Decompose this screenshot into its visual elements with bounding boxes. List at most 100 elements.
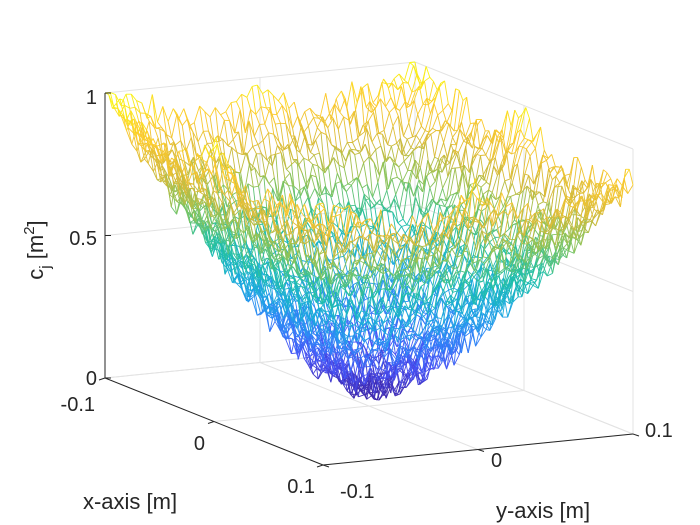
- mesh-y-26-14: [274, 305, 281, 314]
- mesh-y-29-50: [474, 219, 481, 236]
- mesh-y-25-54: [480, 181, 487, 188]
- mesh-x-25-42: [417, 304, 423, 319]
- mesh-y-10-0: [141, 122, 148, 132]
- mesh-x-16-34: [342, 296, 347, 308]
- mesh-y-5-41: [338, 164, 345, 169]
- mesh-y-49-42: [506, 276, 513, 289]
- mesh-y-3-49: [373, 112, 380, 134]
- mesh-x-44-34: [445, 328, 451, 339]
- mesh-y-7-38: [330, 183, 337, 196]
- mesh-y-6-46: [368, 156, 375, 163]
- mesh-y-18-16: [255, 295, 262, 315]
- mesh-y-1-5: [134, 106, 141, 114]
- mesh-x-51-46: [534, 258, 540, 268]
- mesh-y-14-52: [429, 181, 436, 188]
- mesh-y-49-57: [585, 179, 592, 206]
- mesh-y-6-34: [305, 174, 312, 186]
- mesh-x-43-43: [489, 301, 494, 331]
- mesh-y-30-21: [326, 371, 332, 374]
- mesh-y-56-58: [616, 184, 623, 199]
- mesh-y-11-5: [171, 188, 178, 202]
- mesh-y-0-12: [167, 108, 174, 122]
- mesh-y-6-56: [420, 98, 428, 127]
- mesh-y-11-56: [439, 120, 446, 131]
- mesh-x-37-50: [503, 249, 509, 266]
- mesh-y-30-58: [520, 107, 527, 130]
- mesh-x-19-34: [353, 314, 358, 345]
- mesh-y-3-33: [289, 135, 296, 147]
- mesh-y-0-1: [110, 92, 116, 96]
- mesh-y-56-48: [563, 220, 570, 230]
- mesh-y-7-37: [324, 185, 331, 197]
- mesh-x-7-30: [288, 185, 293, 198]
- mesh-y-55-45: [544, 232, 550, 235]
- mesh-y-53-47: [547, 239, 554, 260]
- mesh-x-35-56: [528, 175, 533, 200]
- mesh-y-3-28: [262, 132, 269, 141]
- mesh-y-16-50: [426, 198, 433, 208]
- mesh-x-31-59: [529, 118, 534, 142]
- mesh-x-45-44: [502, 291, 507, 318]
- mesh-y-43-34: [442, 344, 449, 353]
- mesh-x-52-56: [591, 196, 596, 198]
- mesh-y-43-41: [478, 320, 485, 331]
- mesh-y-34-58: [534, 126, 542, 149]
- mesh-x-32-47: [469, 276, 475, 297]
- mesh-y-27-53: [482, 189, 489, 195]
- mesh-x-1-38: [307, 125, 313, 146]
- mesh-y-22-11: [243, 275, 250, 282]
- mesh-y-0-56: [398, 73, 405, 81]
- mesh-y-13-39: [357, 244, 364, 259]
- mesh-y-13-6: [184, 204, 191, 224]
- mesh-x-3-37: [310, 152, 315, 156]
- mesh-y-32-57: [522, 139, 529, 148]
- mesh-y-32-51: [491, 229, 497, 232]
- mesh-y-20-53: [456, 170, 464, 193]
- mesh-x-5-56: [417, 114, 422, 127]
- mesh-y-18-55: [460, 146, 467, 168]
- mesh-y-51-47: [539, 252, 547, 265]
- mesh-x-1-13: [176, 113, 182, 141]
- mesh-y-39-35: [432, 367, 439, 369]
- mesh-y-5-31: [286, 163, 292, 170]
- mesh-x-21-36: [371, 325, 376, 347]
- mesh-y-47-58: [583, 186, 590, 194]
- mesh-y-52-45: [533, 252, 540, 259]
- mesh-y-1-56: [402, 82, 409, 84]
- mesh-x-4-41: [334, 146, 340, 165]
- mesh-y-27-43: [430, 290, 437, 311]
- mesh-y-1-53: [387, 82, 393, 85]
- mesh-y-51-43: [518, 268, 526, 284]
- mesh-y-24-57: [492, 142, 499, 158]
- surface-mesh: [104, 61, 634, 401]
- mesh-y-27-17: [293, 335, 300, 351]
- mesh-x-25-43: [423, 312, 428, 314]
- mesh-y-2-3: [127, 127, 134, 134]
- mesh-x-16-31: [326, 306, 332, 318]
- mesh-y-0-10: [157, 106, 164, 123]
- mesh-x-37-28: [388, 362, 393, 364]
- mesh-y-0-46: [346, 81, 353, 108]
- mesh-x-1-23: [229, 120, 234, 140]
- mesh-y-17-14: [240, 288, 248, 302]
- mesh-y-30-53: [493, 196, 501, 209]
- mesh-x-17-54: [451, 167, 456, 170]
- mesh-y-5-47: [370, 149, 377, 158]
- mesh-x-21-56: [476, 154, 481, 156]
- mesh-y-48-53: [560, 221, 567, 230]
- mesh-x-0-27: [246, 97, 252, 110]
- mesh-y-2-46: [353, 111, 360, 137]
- mesh-y-16-5: [189, 188, 197, 222]
- mesh-y-3-13: [184, 160, 190, 166]
- mesh-y-43-57: [562, 176, 570, 191]
- mesh-y-53-49: [557, 247, 564, 265]
- mesh-y-42-34: [438, 335, 445, 345]
- mesh-x-7-37: [324, 186, 330, 223]
- mesh-x-53-56: [594, 196, 600, 213]
- mesh-x-19-14: [248, 276, 253, 297]
- mesh-x-45-58: [575, 192, 580, 197]
- mesh-y-36-38: [437, 355, 444, 360]
- mesh-y-1-24: [234, 109, 241, 134]
- mesh-y-2-22: [227, 139, 234, 147]
- mesh-y-6-24: [253, 185, 259, 188]
